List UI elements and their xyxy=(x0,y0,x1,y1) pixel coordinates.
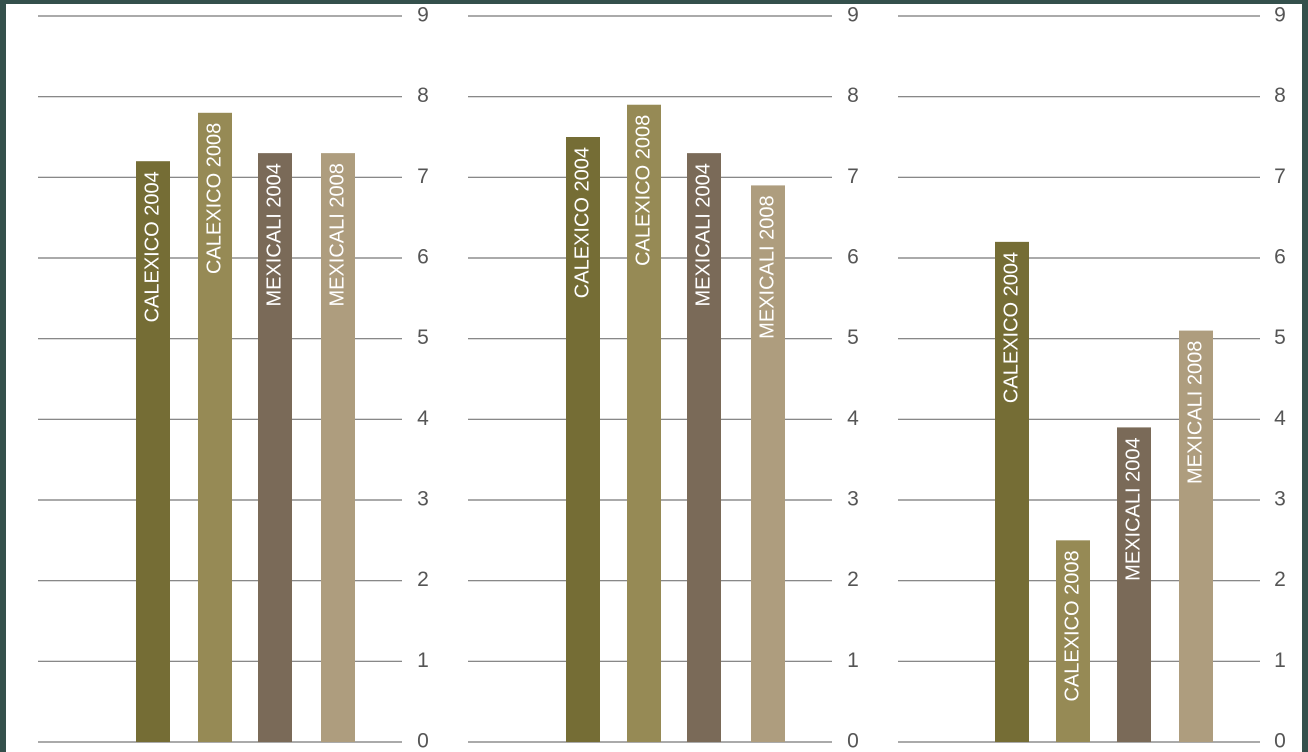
bar-label: CALEXICO 2004 xyxy=(141,171,163,322)
y-tick-label: 7 xyxy=(417,165,429,188)
bar-label: CALEXICO 2008 xyxy=(1061,550,1083,701)
y-tick-label: 3 xyxy=(1274,488,1286,511)
y-tick-label: 5 xyxy=(847,326,859,349)
bar xyxy=(751,185,785,742)
y-tick-label: 6 xyxy=(847,246,859,269)
y-tick-label: 7 xyxy=(847,165,859,188)
bar-label: MEXICALI 2004 xyxy=(263,163,285,306)
y-tick-label: 8 xyxy=(847,84,859,107)
y-tick-label: 5 xyxy=(417,326,429,349)
y-tick-label: 0 xyxy=(417,730,429,752)
y-tick-label: 2 xyxy=(417,568,429,591)
bar xyxy=(1179,330,1213,742)
y-tick-label: 3 xyxy=(847,488,859,511)
bar-label: CALEXICO 2004 xyxy=(1000,252,1022,403)
bar xyxy=(687,153,721,743)
y-tick-label: 2 xyxy=(1274,568,1286,591)
bar xyxy=(136,161,170,742)
bar-label: CALEXICO 2008 xyxy=(203,123,225,274)
bar-label: MEXICALI 2004 xyxy=(1122,437,1144,580)
y-tick-label: 6 xyxy=(1274,246,1286,269)
bar xyxy=(566,137,600,742)
y-tick-label: 7 xyxy=(1274,165,1286,188)
bar-label: MEXICALI 2004 xyxy=(692,163,714,306)
bar xyxy=(1056,540,1090,742)
y-tick-label: 0 xyxy=(1274,730,1286,752)
bar xyxy=(258,153,292,743)
y-tick-label: 9 xyxy=(417,4,429,27)
bar xyxy=(995,241,1029,742)
y-tick-label: 4 xyxy=(1274,407,1286,430)
y-tick-label: 8 xyxy=(1274,84,1286,107)
y-tick-label: 1 xyxy=(1274,649,1286,672)
bar xyxy=(321,153,355,743)
bar xyxy=(198,112,232,743)
bar xyxy=(1117,427,1151,742)
y-tick-label: 9 xyxy=(1274,4,1286,27)
y-tick-label: 5 xyxy=(1274,326,1286,349)
y-tick-label: 4 xyxy=(847,407,859,430)
y-tick-label: 9 xyxy=(847,4,859,27)
bar xyxy=(627,104,661,742)
bar-label: MEXICALI 2008 xyxy=(326,163,348,306)
y-tick-label: 4 xyxy=(417,407,429,430)
y-tick-label: 1 xyxy=(417,649,429,672)
bar-label: MEXICALI 2008 xyxy=(1184,341,1206,484)
y-tick-label: 6 xyxy=(417,246,429,269)
bar-label: CALEXICO 2008 xyxy=(632,115,654,266)
y-tick-label: 3 xyxy=(417,488,429,511)
y-tick-label: 0 xyxy=(847,730,859,752)
y-tick-label: 8 xyxy=(417,84,429,107)
bar-label: CALEXICO 2004 xyxy=(571,147,593,298)
bar-label: MEXICALI 2008 xyxy=(756,195,778,338)
y-tick-label: 1 xyxy=(847,649,859,672)
y-tick-label: 2 xyxy=(847,568,859,591)
